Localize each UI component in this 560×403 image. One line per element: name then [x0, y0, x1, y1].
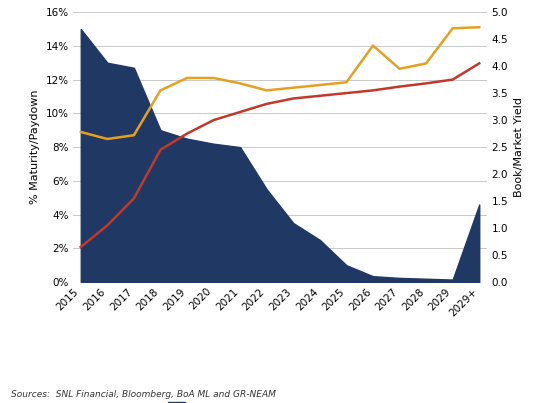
Y-axis label: Book/Market Yield: Book/Market Yield [514, 97, 524, 197]
Text: Sources:  SNL Financial, Bloomberg, BoA ML and GR-NEAM: Sources: SNL Financial, Bloomberg, BoA M… [11, 390, 276, 399]
Y-axis label: % Maturity/Paydown: % Maturity/Paydown [30, 90, 40, 204]
